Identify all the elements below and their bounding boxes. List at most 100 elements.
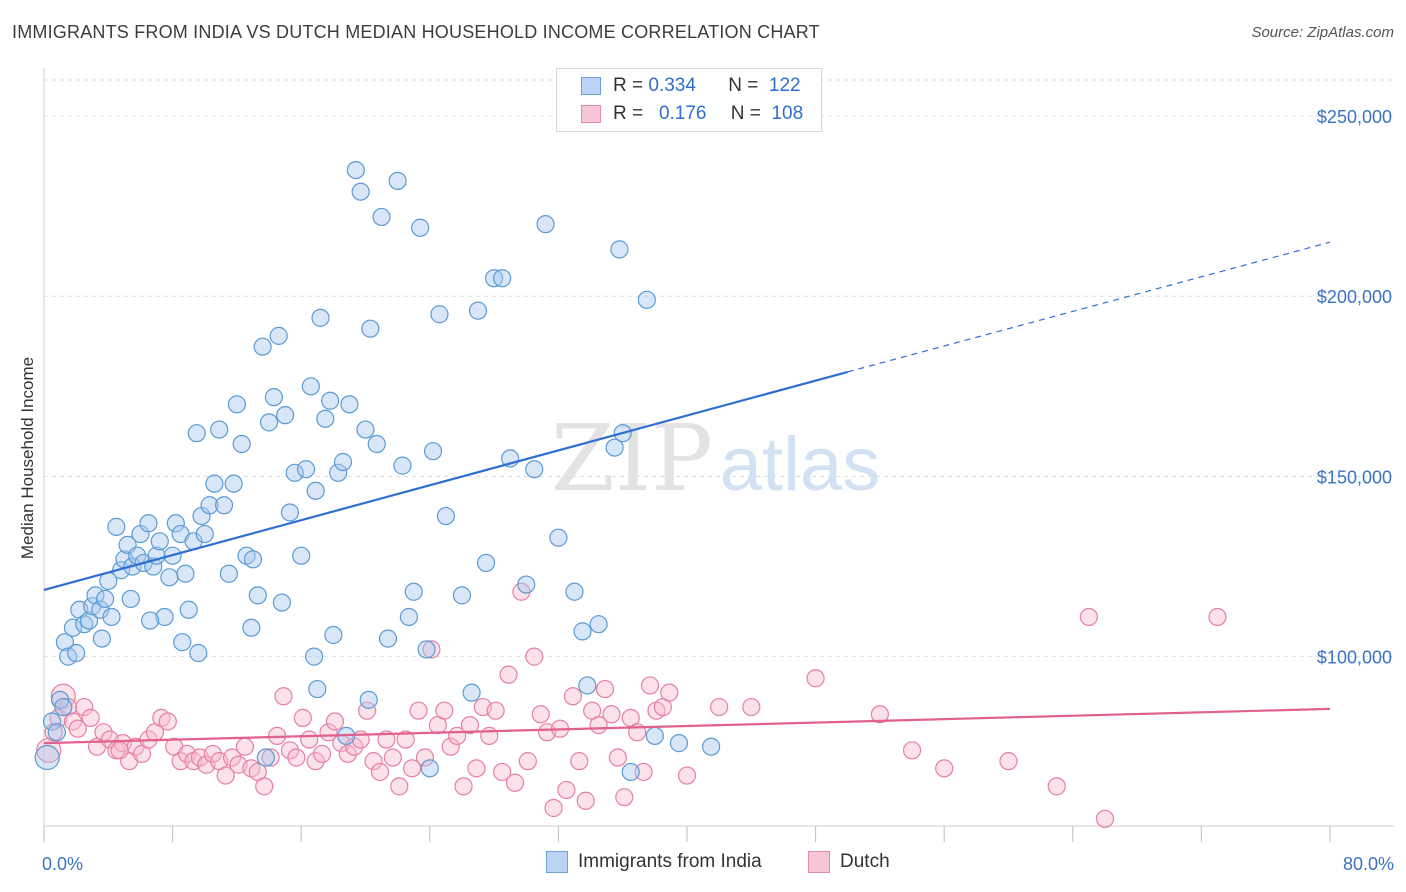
india-point xyxy=(536,215,555,234)
india-point xyxy=(351,182,370,201)
legend-item-india: Immigrants from India xyxy=(546,851,762,873)
india-point xyxy=(34,744,60,771)
india-point xyxy=(173,633,192,652)
india-point xyxy=(605,438,624,457)
dutch-point xyxy=(454,777,473,796)
dutch-point xyxy=(36,737,62,763)
legend-swatch-dutch xyxy=(581,105,601,123)
india-point xyxy=(304,647,324,666)
legend-r-label: R = xyxy=(613,75,644,96)
india-point xyxy=(430,305,449,324)
axes xyxy=(43,68,1394,842)
tick-labels: $100,000 $150,000 $200,000 $250,000 0.0% 80.0… xyxy=(42,107,1394,874)
legend-row-dutch: R = 0.176 N = 108 xyxy=(581,103,803,125)
dutch-point xyxy=(81,708,100,727)
legend-r-value: 0.334 xyxy=(648,75,696,96)
india-point xyxy=(264,388,283,407)
india-point xyxy=(155,607,174,627)
dutch-point xyxy=(409,701,428,720)
india-point xyxy=(67,643,86,663)
series-legend: Immigrants from India Dutch xyxy=(0,851,1406,879)
dutch-point xyxy=(68,719,87,738)
india-point xyxy=(399,607,419,627)
india-point xyxy=(610,240,629,259)
dutch-point xyxy=(806,669,825,688)
x-tick-label-min: 0.0% xyxy=(42,854,83,874)
india-point xyxy=(187,424,206,443)
legend-n-label: N = xyxy=(730,103,761,124)
dutch-point xyxy=(312,744,332,764)
india-point xyxy=(272,593,292,612)
india-point xyxy=(645,726,664,746)
india-point xyxy=(423,442,443,461)
india-point xyxy=(259,413,279,432)
dutch-point xyxy=(377,730,396,749)
dutch-point xyxy=(441,737,460,756)
dutch-point xyxy=(615,788,634,807)
dutch-point xyxy=(390,777,409,796)
india-point xyxy=(420,759,439,778)
dutch-point xyxy=(608,748,627,767)
india-point xyxy=(219,564,238,583)
india-point xyxy=(166,514,185,533)
dutch-point xyxy=(1095,809,1115,828)
india-point xyxy=(200,496,219,515)
india-point xyxy=(372,207,391,227)
dutch-point xyxy=(216,766,235,785)
trend-line-india xyxy=(43,370,849,592)
dutch-point xyxy=(300,730,319,749)
legend-n-value: 108 xyxy=(771,103,804,124)
india-point xyxy=(79,611,99,630)
dutch-point xyxy=(634,762,653,782)
india-point xyxy=(55,633,74,652)
india-point xyxy=(42,712,62,731)
india-point xyxy=(280,503,300,522)
india-point xyxy=(189,643,208,663)
india-point xyxy=(176,564,195,583)
india-point xyxy=(411,218,430,237)
dutch-point xyxy=(1047,777,1066,796)
india-point xyxy=(476,553,496,573)
india-point xyxy=(311,308,330,327)
india-point xyxy=(417,640,436,659)
india-point xyxy=(195,524,214,544)
india-point xyxy=(517,575,536,594)
watermark-atlas: atlas xyxy=(720,422,881,507)
india-point xyxy=(340,395,359,414)
legend-item-dutch: Dutch xyxy=(808,851,890,873)
dutch-point xyxy=(710,697,729,717)
dutch-point xyxy=(287,748,306,767)
india-point xyxy=(205,474,224,493)
india-point xyxy=(525,460,544,479)
dutch-point xyxy=(306,752,325,771)
dutch-point xyxy=(370,762,390,782)
dutch-point xyxy=(677,766,697,785)
dutch-point xyxy=(293,708,312,727)
india-point xyxy=(253,337,272,356)
india-point xyxy=(367,434,386,454)
dutch-point xyxy=(396,730,415,749)
india-point xyxy=(121,589,140,609)
dutch-point xyxy=(75,697,94,717)
india-point xyxy=(150,532,169,551)
india-point xyxy=(232,434,251,454)
dutch-point xyxy=(576,791,595,810)
india-point xyxy=(578,676,597,695)
dutch-point xyxy=(222,748,242,767)
india-point xyxy=(91,600,110,619)
india-point xyxy=(436,506,455,526)
dutch-point xyxy=(602,705,621,724)
india-point xyxy=(227,395,246,414)
dutch-point xyxy=(203,744,222,764)
y-tick-label: $100,000 xyxy=(1317,648,1392,668)
india-point xyxy=(493,269,512,288)
india-point xyxy=(306,481,325,500)
legend-row-india: R = 0.334 N = 122 xyxy=(581,75,801,97)
india-point xyxy=(160,568,179,587)
dutch-point xyxy=(467,759,486,778)
trend-lines xyxy=(43,241,1331,745)
india-point xyxy=(292,546,311,565)
india-point xyxy=(210,420,229,439)
india-point xyxy=(393,456,412,475)
india-point xyxy=(92,629,111,648)
